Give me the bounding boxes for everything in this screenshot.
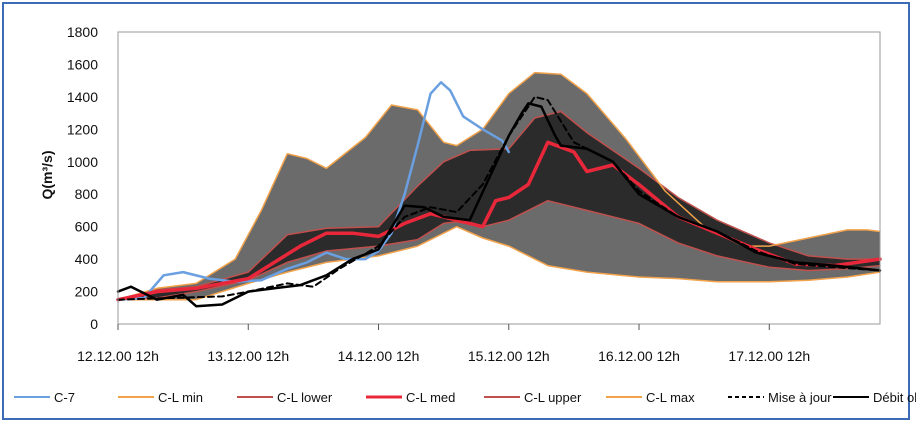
y-tick-label: 1200 xyxy=(67,121,98,137)
x-tick-label: 15.12.00 12h xyxy=(468,348,550,364)
y-tick-label: 1600 xyxy=(67,56,98,72)
x-tick-label: 14.12.00 12h xyxy=(338,348,420,364)
y-tick-label: 600 xyxy=(75,219,99,235)
lines-layer xyxy=(116,71,882,308)
legend-item-debit-observe: Débit observé xyxy=(833,390,916,405)
legend-label: C-L med xyxy=(406,390,455,405)
legend-item-c-l-lower: C-L lower xyxy=(237,390,333,405)
legend-label: C-L upper xyxy=(524,390,582,405)
series-line-c-l-upper xyxy=(117,110,881,301)
legend-item-c-l-med: C-L med xyxy=(366,390,455,405)
legend-label: C-7 xyxy=(54,390,75,405)
legend-item-mise-a-jour: Mise à jour xyxy=(728,390,832,405)
series-line-debit-observe xyxy=(116,102,882,308)
y-tick-label: 0 xyxy=(90,316,98,332)
legend-item-c-l-min: C-L min xyxy=(118,390,203,405)
legend-item-c-l-upper: C-L upper xyxy=(484,390,582,405)
legend-label: C-L min xyxy=(158,390,203,405)
x-tick-label: 16.12.00 12h xyxy=(598,348,680,364)
legend-label: Mise à jour xyxy=(768,390,832,405)
y-tick-label: 200 xyxy=(75,284,99,300)
x-tick-label: 17.12.00 12h xyxy=(728,348,810,364)
x-tick-label: 13.12.00 12h xyxy=(207,348,289,364)
legend-item-c-7: C-7 xyxy=(14,390,75,405)
plot-area-border xyxy=(117,31,881,325)
legend: C-7 C-L min C-L lower C-L med C-L upper C-L m… xyxy=(14,390,916,405)
y-axis-label: Q(m³/s) xyxy=(39,151,55,200)
y-tick-label: 400 xyxy=(75,251,99,267)
series-line-mise-a-jour xyxy=(117,95,881,301)
y-axis-title: Q(m³/s) xyxy=(39,151,55,200)
x-tick-label: 12.12.00 12h xyxy=(77,348,159,364)
legend-label: C-L lower xyxy=(277,390,333,405)
series-line-c-7 xyxy=(116,81,511,301)
legend-label: Débit observé xyxy=(873,390,916,405)
axes-layer: 0 200 400 600 800 1000 1200 1400 1600 1800 12.12.0… xyxy=(67,24,881,364)
legend-label: C-L max xyxy=(646,390,695,405)
y-tick-label: 800 xyxy=(75,186,99,202)
inner-band-lower-upper xyxy=(118,111,880,300)
y-tick-label: 1400 xyxy=(67,89,98,105)
y-tick-label: 1800 xyxy=(67,24,98,40)
legend-item-c-l-max: C-L max xyxy=(606,390,695,405)
y-tick-label: 1000 xyxy=(67,154,98,170)
